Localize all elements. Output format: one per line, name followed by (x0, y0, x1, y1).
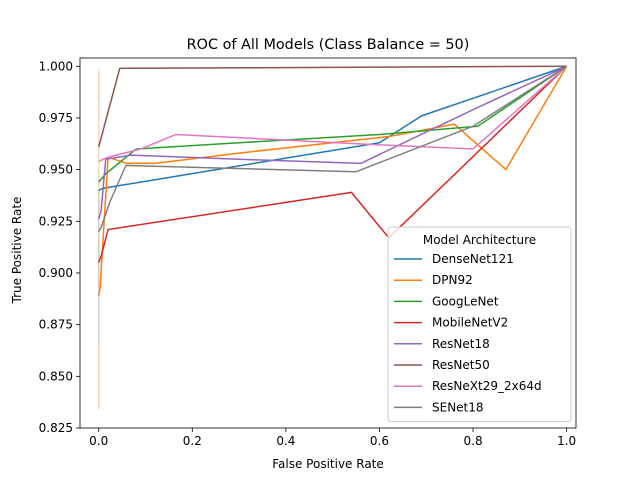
y-tick-label: 0.825 (39, 421, 73, 435)
series-line-senet18 (98, 65, 568, 232)
series-line-resnext29-2x64d (98, 65, 568, 163)
y-tick-label: 0.975 (39, 111, 73, 125)
legend-title: Model Architecture (423, 233, 536, 247)
legend-entry: GoogLeNet (432, 294, 499, 308)
legend-entry: ResNeXt29_2x64d (432, 379, 542, 393)
legend-box (387, 226, 572, 423)
y-axis-label: True Positive Rate (10, 197, 24, 305)
x-tick-label: 0.2 (183, 434, 202, 448)
y-tick-label: 0.925 (39, 214, 73, 228)
axes: 0.0 0.2 0.4 0.6 0.8 1.0 0.825 0.850 0.875 0.900 0.… (39, 57, 577, 448)
y-tick-label: 0.900 (39, 266, 73, 280)
legend-entry: ResNet50 (432, 358, 490, 372)
x-tick-label: 1.0 (557, 434, 576, 448)
x-tick-label: 0.8 (464, 434, 483, 448)
series-line-mobilenetv2 (98, 65, 568, 263)
y-tick-label: 0.950 (39, 163, 73, 177)
series-line-densenet121 (98, 65, 567, 191)
series-line-resnet50 (97, 65, 567, 148)
x-tick-label: 0.0 (89, 434, 108, 448)
legend-entry: ResNet18 (432, 337, 490, 351)
y-tick-label: 0.850 (39, 369, 73, 383)
y-tick-label: 0.875 (39, 318, 73, 332)
legend-entry: DPN92 (432, 273, 473, 287)
x-tick-label: 0.4 (276, 434, 295, 448)
legend: Model Architecture DenseNet121 DPN92 GoogLe… (387, 226, 572, 423)
chart-title: ROC of All Models (Class Balance = 50) (187, 37, 470, 53)
x-tick-label: 0.6 (370, 434, 389, 448)
plot-frame (79, 57, 577, 429)
x-axis-label: False Positive Rate (272, 457, 384, 471)
legend-entry: DenseNet121 (432, 252, 514, 266)
legend-entry: MobileNetV2 (432, 316, 508, 330)
plot-area (97, 65, 568, 410)
series-line-googlenet (98, 65, 568, 183)
legend-entry: SENet18 (432, 400, 484, 414)
series-line-resnet18 (97, 65, 567, 220)
y-tick-label: 1.000 (39, 59, 73, 73)
